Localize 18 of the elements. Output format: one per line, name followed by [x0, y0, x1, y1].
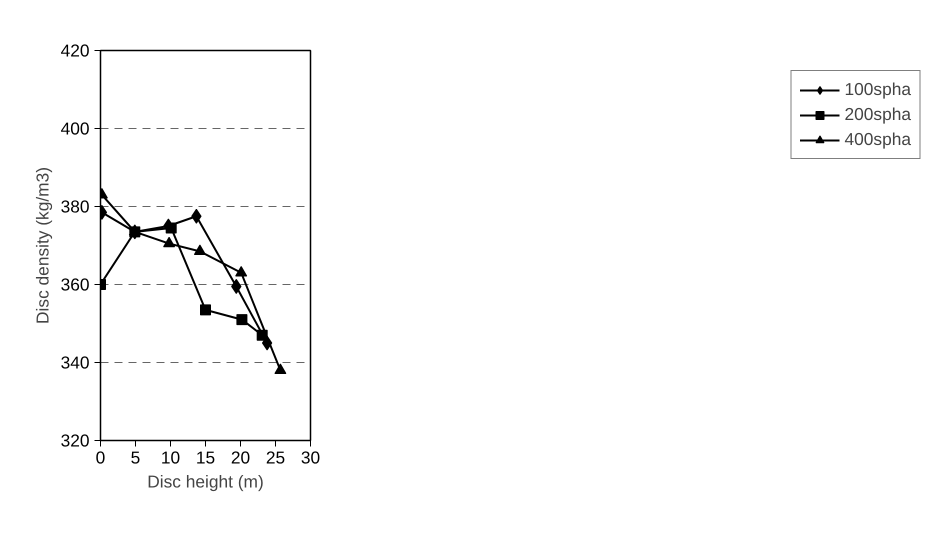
- x-tick-label: 0: [96, 448, 106, 468]
- y-tick-label: 340: [60, 352, 90, 372]
- y-tick-label: 420: [60, 40, 90, 60]
- legend-label: 100spha: [844, 79, 911, 100]
- y-tick-label: 360: [60, 274, 90, 294]
- x-tick-label: 25: [266, 448, 286, 468]
- x-tick-label: 10: [160, 448, 180, 468]
- x-axis-title: Disc height (m): [147, 472, 264, 492]
- x-tick-label: 5: [130, 448, 140, 468]
- legend-label: 200spha: [844, 104, 911, 125]
- x-tick-label: 20: [230, 448, 250, 468]
- x-tick-label: 30: [300, 448, 320, 468]
- y-axis-title: Disc density (kg/m3): [32, 167, 53, 324]
- x-tick-label: 15: [196, 448, 216, 468]
- y-tick-label: 380: [60, 196, 90, 216]
- y-tick-label: 320: [60, 430, 90, 450]
- y-tick-label: 400: [60, 118, 90, 138]
- legend-label: 400spha: [844, 129, 911, 150]
